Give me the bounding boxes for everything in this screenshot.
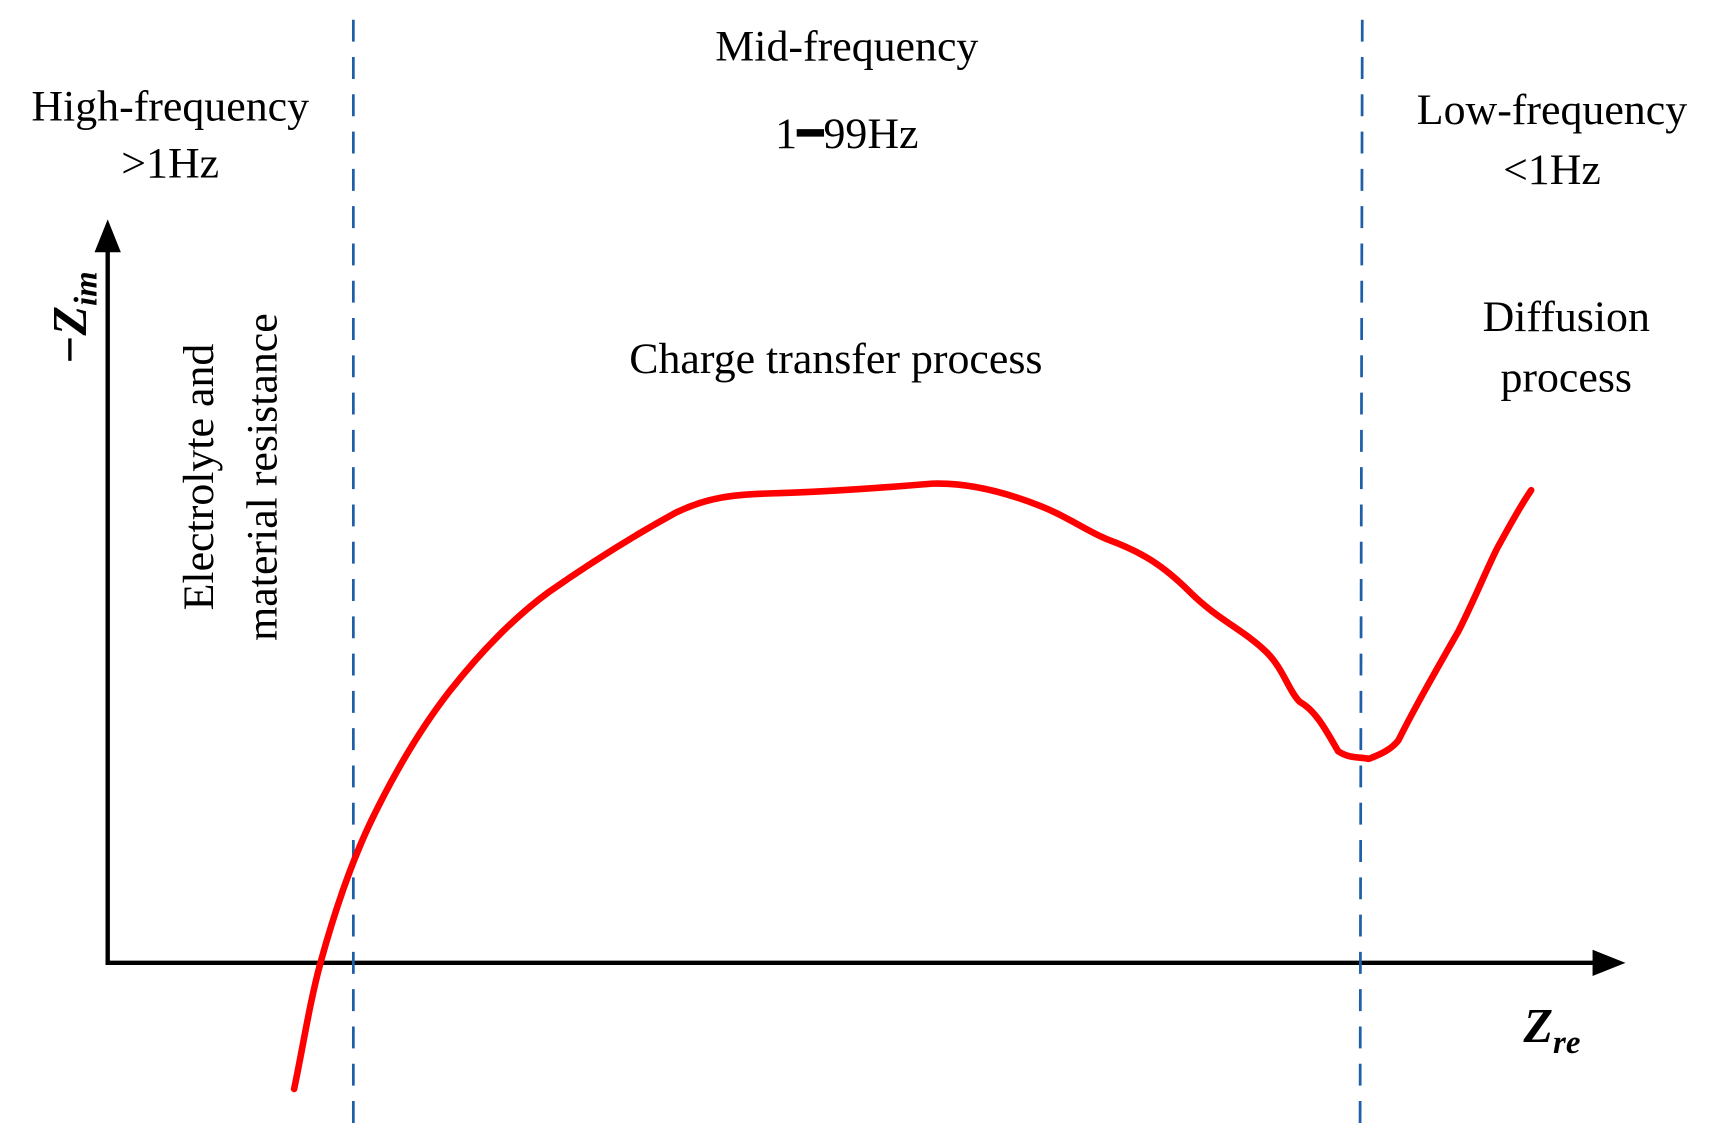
impedance-curve (290, 480, 1535, 1093)
x-axis-title: Zre (1523, 1000, 1581, 1061)
process-label: Charge transfer process (629, 335, 1042, 383)
region-label: Low-frequency (1417, 86, 1687, 134)
x-axis-subscript: re (1553, 1025, 1580, 1061)
region-range: <1Hz (1503, 146, 1601, 194)
process-label: material resistance (239, 313, 287, 641)
region-label: Mid-frequency (715, 22, 978, 70)
region-range: 1━99Hz (775, 110, 918, 158)
x-axis-symbol: Z (1523, 1000, 1553, 1053)
x-arrow (1592, 949, 1626, 977)
y-axis-title: −Zim (44, 271, 105, 364)
process-label: process (1500, 354, 1632, 402)
region-range: >1Hz (121, 140, 219, 188)
y-axis-subscript: im (69, 271, 105, 306)
y-arrow (94, 219, 121, 253)
y-axis-symbol: −Z (44, 306, 97, 365)
region-label: High-frequency (31, 83, 309, 131)
process-label: Diffusion (1483, 293, 1650, 341)
process-label: Electrolyte and (175, 344, 223, 611)
